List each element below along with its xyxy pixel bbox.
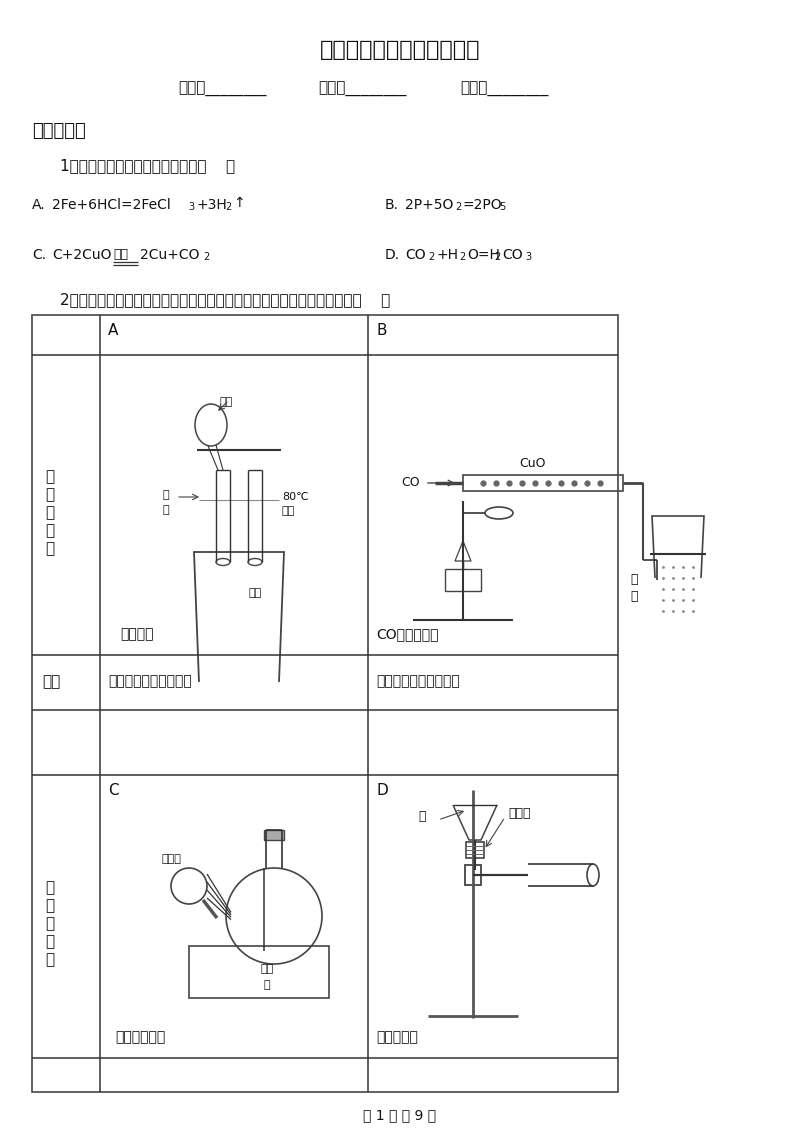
Text: D.: D.	[385, 248, 400, 261]
Text: 5: 5	[499, 201, 506, 212]
Text: ↑: ↑	[233, 196, 245, 211]
Bar	[32, 315, 618, 1092]
Text: 目的: 目的	[42, 674, 60, 689]
Text: 2Cu+CO: 2Cu+CO	[140, 248, 199, 261]
Text: 3: 3	[525, 252, 531, 261]
Text: O=H: O=H	[467, 248, 500, 261]
Text: 水: 水	[264, 980, 270, 990]
Text: 弹簧夹: 弹簧夹	[508, 807, 530, 820]
Text: C: C	[108, 783, 118, 798]
Text: A: A	[108, 323, 118, 338]
Text: 气球: 气球	[219, 397, 232, 408]
Text: D: D	[376, 783, 388, 798]
Bar	[465, 865, 481, 885]
Text: 太阳光: 太阳光	[161, 854, 181, 864]
Text: B: B	[376, 323, 386, 338]
Text: 2P+5O: 2P+5O	[405, 198, 454, 212]
Text: A.: A.	[32, 198, 46, 212]
Text: 燃烧条件: 燃烧条件	[120, 627, 154, 641]
Text: 防止燃烧产物污染空气: 防止燃烧产物污染空气	[108, 674, 192, 688]
Text: 白: 白	[162, 490, 170, 500]
Text: 班级：________: 班级：________	[318, 82, 406, 97]
Text: 验: 验	[46, 541, 54, 556]
Text: 实: 实	[46, 935, 54, 950]
Text: 实: 实	[46, 523, 54, 538]
Text: 防止尾气对大气的污染: 防止尾气对大气的污染	[376, 674, 460, 688]
Text: 测定氧气含量: 测定氧气含量	[115, 1030, 166, 1044]
Text: 3: 3	[188, 201, 194, 212]
Text: 进: 进	[46, 487, 54, 501]
Text: CO: CO	[405, 248, 426, 261]
Text: 2: 2	[494, 252, 500, 261]
Text: CuO: CuO	[520, 457, 546, 470]
Text: 改: 改	[46, 881, 54, 895]
Text: 1．下列化学方程式书写正确的是（    ）: 1．下列化学方程式书写正确的是（ ）	[60, 158, 235, 173]
Text: CO还原氧化剂: CO还原氧化剂	[376, 627, 438, 641]
Text: 磷: 磷	[162, 505, 170, 515]
Text: 2Fe+6HCl=2FeCl: 2Fe+6HCl=2FeCl	[52, 198, 170, 212]
Text: 2: 2	[455, 201, 462, 212]
Text: 一、单选题: 一、单选题	[32, 122, 86, 140]
Text: 九年级下学期模拟化学试题: 九年级下学期模拟化学试题	[320, 40, 480, 60]
Text: 姓名：________: 姓名：________	[178, 82, 266, 97]
Bar	[466, 842, 484, 858]
Text: 2: 2	[459, 252, 466, 261]
Text: C.: C.	[32, 248, 46, 261]
Text: B.: B.	[385, 198, 399, 212]
Text: 水: 水	[418, 811, 426, 823]
Text: 2: 2	[225, 201, 231, 212]
Bar	[264, 830, 284, 840]
Text: 红磷: 红磷	[248, 588, 262, 598]
Text: 后: 后	[46, 917, 54, 932]
Text: 改: 改	[46, 469, 54, 484]
Text: +3H: +3H	[196, 198, 226, 212]
Text: 热水: 热水	[282, 506, 295, 516]
Text: 检验气密性: 检验气密性	[376, 1030, 418, 1044]
Text: CO: CO	[401, 475, 420, 489]
Text: 2: 2	[203, 252, 210, 261]
Text: 2: 2	[428, 252, 434, 261]
Text: 成绩：________: 成绩：________	[460, 82, 548, 97]
Text: CO: CO	[502, 248, 522, 261]
Text: 80℃: 80℃	[282, 492, 309, 501]
Text: 2．科学贵在创新，以下是对部分化学实验的改进，其中不能达到目的是（    ）: 2．科学贵在创新，以下是对部分化学实验的改进，其中不能达到目的是（ ）	[60, 292, 390, 307]
Bar	[445, 569, 481, 591]
Text: 高温: 高温	[113, 248, 128, 261]
Bar	[463, 475, 623, 491]
Text: 进: 进	[46, 899, 54, 914]
Bar	[189, 946, 329, 998]
Text: =2PO: =2PO	[463, 198, 502, 212]
Text: 红磷: 红磷	[260, 964, 274, 974]
Text: 第 1 页 共 9 页: 第 1 页 共 9 页	[363, 1108, 437, 1122]
Text: 验: 验	[46, 952, 54, 968]
Text: 液: 液	[630, 590, 638, 603]
Text: C+2CuO: C+2CuO	[52, 248, 111, 261]
Text: +H: +H	[436, 248, 458, 261]
Text: 碱: 碱	[630, 573, 638, 586]
Text: 后: 后	[46, 505, 54, 520]
